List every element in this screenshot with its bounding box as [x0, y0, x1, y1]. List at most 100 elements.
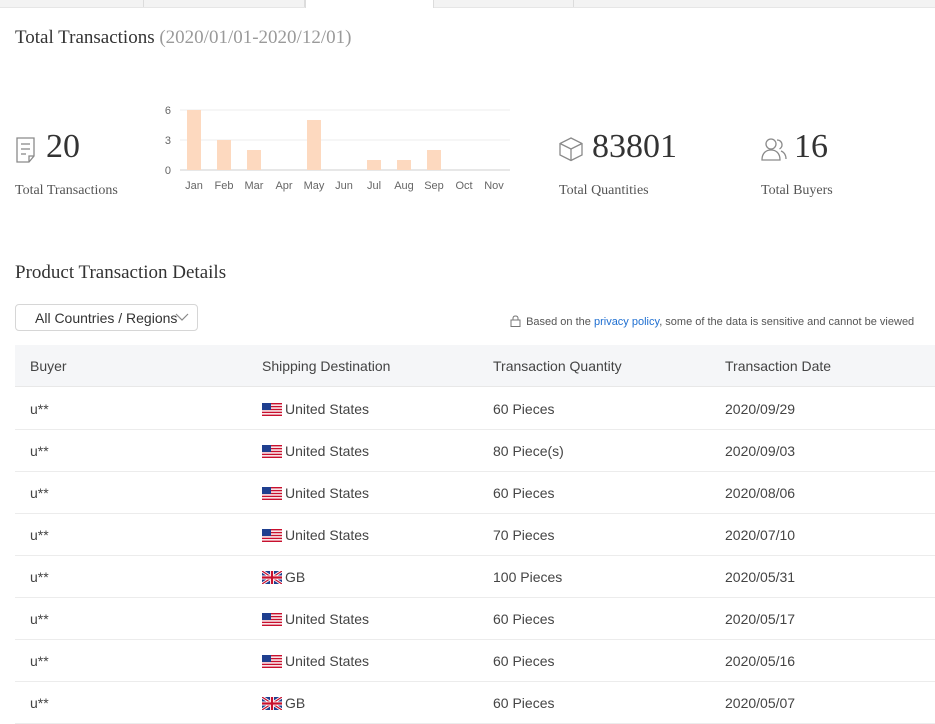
total-quantities-value: 83801 [592, 128, 677, 165]
destination-cell: United States [262, 485, 369, 501]
tab-active[interactable] [305, 0, 434, 8]
destination-text: GB [285, 569, 306, 585]
chevron-down-icon [175, 313, 189, 321]
x-tick-label: May [304, 180, 325, 192]
destination-cell: GB [262, 695, 305, 711]
total-buyers-label: Total Buyers [761, 183, 833, 198]
destination-cell: GB [262, 569, 305, 585]
destination-cell: United States [262, 653, 369, 669]
country-region-select[interactable]: All Countries / Regions [15, 304, 198, 331]
buyer-cell: u** [30, 611, 49, 627]
total-buyers-value: 16 [794, 128, 828, 165]
x-tick-label: Jul [367, 180, 381, 192]
monthly-transactions-chart: 0 3 6 Jan Feb Mar Apr May Jun Jul Aug Sep Oct Nov [165, 105, 510, 192]
details-title: Product Transaction Details [15, 262, 227, 283]
buyer-cell: u** [30, 695, 49, 711]
privacy-policy-link[interactable]: privacy policy [593, 316, 660, 328]
quantity-cell: 60 Pieces [493, 653, 555, 669]
bar-may[interactable] [307, 120, 321, 170]
us-flag-icon [262, 487, 282, 500]
gb-flag-icon [262, 697, 282, 710]
quantity-cell: 80 Piece(s) [493, 443, 564, 459]
table-row: u** United States 60 Pieces 2020/05/16 [15, 639, 935, 682]
column-header-destination: Shipping Destination [262, 358, 391, 374]
destination-text: United States [285, 485, 370, 501]
destination-text: GB [285, 695, 306, 711]
column-header-date: Transaction Date [725, 358, 832, 374]
table-row: u** United States 70 Pieces 2020/07/10 [15, 513, 935, 556]
date-cell: 2020/09/29 [725, 401, 796, 417]
y-tick-label: 6 [165, 105, 171, 117]
privacy-suffix: , some of the data is sensitive and cann… [659, 316, 915, 328]
box-icon [559, 137, 583, 162]
tab-1[interactable] [0, 0, 144, 7]
destination-cell: United States [262, 611, 369, 627]
country-region-select-value: All Countries / Regions [35, 310, 178, 326]
us-flag-icon [262, 655, 282, 668]
privacy-notice: Based on the privacy policy, some of the… [510, 315, 914, 328]
x-tick-label: Aug [394, 180, 414, 192]
tab-strip [0, 0, 935, 8]
bar-mar[interactable] [247, 150, 261, 170]
date-cell: 2020/08/06 [725, 485, 796, 501]
x-tick-label: Sep [424, 180, 444, 192]
tab-4[interactable] [433, 0, 574, 7]
destination-text: United States [285, 611, 370, 627]
destination-text: United States [285, 653, 370, 669]
x-tick-label: Mar [245, 180, 264, 192]
buyer-cell: u** [30, 485, 49, 501]
x-tick-label: Feb [215, 180, 234, 192]
x-tick-label: Apr [275, 180, 292, 192]
total-quantities-label: Total Quantities [559, 183, 649, 198]
x-tick-label: Oct [455, 180, 472, 192]
column-header-quantity: Transaction Quantity [493, 358, 622, 374]
table-row: u** United States 60 Pieces 2020/09/29 [15, 387, 935, 430]
destination-text: United States [285, 401, 370, 417]
date-cell: 2020/05/31 [725, 569, 796, 585]
date-cell: 2020/09/03 [725, 443, 796, 459]
total-transactions-value: 20 [46, 128, 80, 165]
date-cell: 2020/05/16 [725, 653, 796, 669]
table-row: u** GB 60 Pieces 2020/05/07 [15, 681, 935, 724]
destination-text: United States [285, 443, 370, 459]
gb-flag-icon [262, 571, 282, 584]
privacy-prefix: Based on the [526, 316, 591, 328]
date-cell: 2020/07/10 [725, 527, 796, 543]
receipt-icon [16, 137, 35, 163]
date-cell: 2020/05/17 [725, 611, 796, 627]
us-flag-icon [262, 445, 282, 458]
x-tick-label: Nov [484, 180, 504, 192]
x-tick-label: Jun [335, 180, 353, 192]
x-tick-label: Jan [185, 180, 203, 192]
destination-cell: United States [262, 443, 369, 459]
bar-jan[interactable] [187, 110, 201, 170]
table-row: u** GB 100 Pieces 2020/05/31 [15, 555, 935, 598]
quantity-cell: 70 Pieces [493, 527, 555, 543]
destination-cell: United States [262, 401, 369, 417]
us-flag-icon [262, 403, 282, 416]
quantity-cell: 60 Pieces [493, 485, 555, 501]
bar-feb[interactable] [217, 140, 231, 170]
us-flag-icon [262, 529, 282, 542]
table-row: u** United States 60 Pieces 2020/08/06 [15, 471, 935, 514]
destination-cell: United States [262, 527, 369, 543]
buyer-cell: u** [30, 443, 49, 459]
y-tick-label: 0 [165, 165, 171, 177]
buyer-cell: u** [30, 401, 49, 417]
page-title-text: Total Transactions [15, 27, 155, 48]
quantity-cell: 60 Pieces [493, 401, 555, 417]
bar-sep[interactable] [427, 150, 441, 170]
total-transactions-label: Total Transactions [15, 183, 118, 198]
buyer-cell: u** [30, 653, 49, 669]
date-cell: 2020/05/07 [725, 695, 796, 711]
bar-aug[interactable] [397, 160, 411, 170]
y-tick-label: 3 [165, 135, 171, 147]
buyer-cell: u** [30, 527, 49, 543]
us-flag-icon [262, 613, 282, 626]
table-row: u** United States 60 Pieces 2020/05/17 [15, 597, 935, 640]
tab-2[interactable] [144, 0, 305, 7]
quantity-cell: 100 Pieces [493, 569, 563, 585]
table-header: Buyer Shipping Destination Transaction Q… [15, 345, 935, 387]
bar-jul[interactable] [367, 160, 381, 170]
buyer-cell: u** [30, 569, 49, 585]
